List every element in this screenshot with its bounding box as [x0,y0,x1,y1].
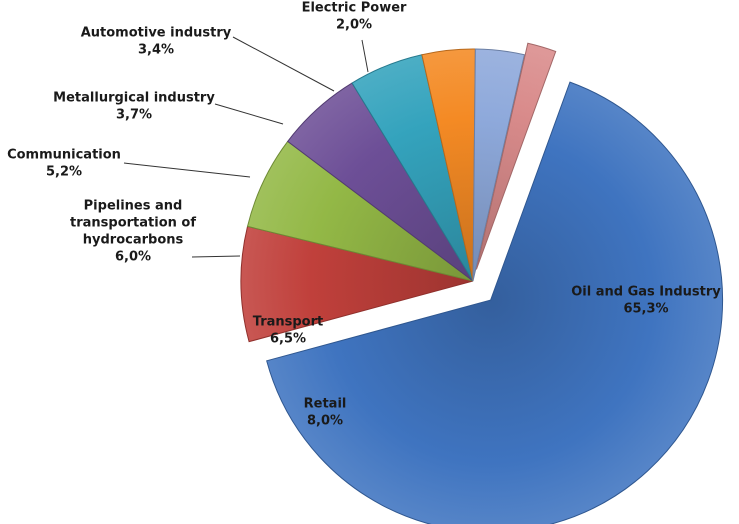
slice-label: Oil and Gas Industry 65,3% [571,285,721,317]
slice-name-label: hydrocarbons [83,233,184,248]
slice-name-label: Metallurgical industry [53,91,215,106]
slice-label: Electric Power 2,0% [302,1,407,33]
slice-value-label: 65,3% [623,302,668,317]
slice-value-label: 3,7% [116,108,152,123]
slice-value-label: 8,0% [307,414,343,429]
slice-value-label: 6,0% [115,250,151,265]
leader-lines [123,36,369,258]
slice-name-label: Communication [7,148,121,163]
slice-label: Communication 5,2% [7,148,121,180]
slice-value-label: 3,4% [138,43,174,58]
slice-label: Pipelines and transportation of hydrocarbo… [70,199,196,265]
leader-line [191,255,241,258]
slice-value-label: 6,5% [270,332,306,347]
pie-slice-electric-power [475,42,557,270]
slice-label: Transport 6,5% [253,315,323,347]
slice-name-label: Oil and Gas Industry [571,285,721,300]
pie-slice-oil-and-gas-industry [266,81,724,524]
slice-value-label: 5,2% [46,165,82,180]
leader-line [232,36,335,92]
slice-name-label: Electric Power [302,1,407,16]
slice-label: Retail 8,0% [304,397,347,429]
slice-value-label: 2,0% [336,18,372,33]
slice-name-label: Retail [304,397,347,412]
slice-labels: Oil and Gas Industry 65,3% Retail 8,0% Trans… [7,1,721,429]
slice-name-label: Transport [253,315,323,330]
slice-name-label: Automotive industry [81,26,232,41]
slice-label: Automotive industry 3,4% [81,26,232,58]
pie-slice-retail [240,225,474,343]
leader-line [361,39,369,73]
slice-name-label: transportation of [70,216,196,231]
slice-name-label: Pipelines and [84,199,183,214]
pie-slice-automotive-industry [472,48,526,282]
leader-line [214,103,284,125]
slice-label: Metallurgical industry 3,7% [53,91,215,123]
leader-line [123,162,251,178]
pie-slices [240,42,724,524]
